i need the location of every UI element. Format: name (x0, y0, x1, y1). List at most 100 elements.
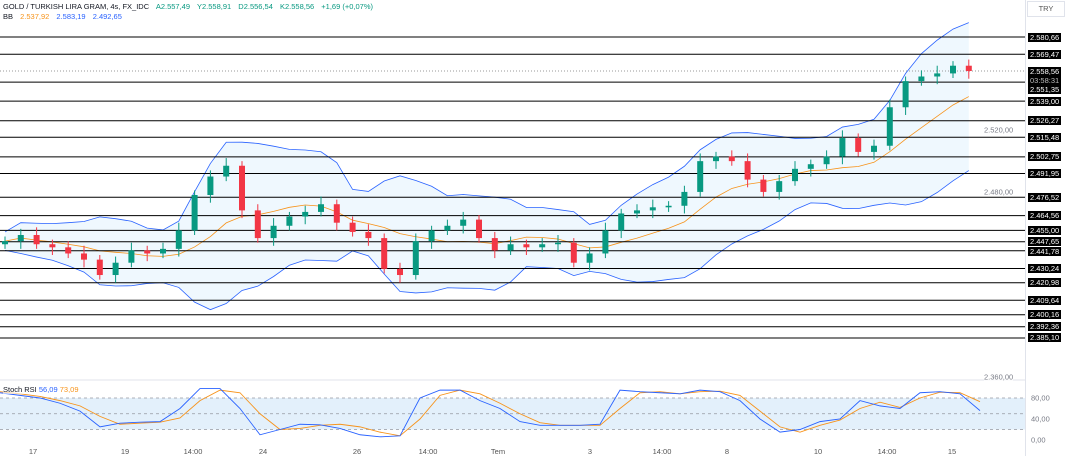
candle-body (49, 244, 56, 248)
candle-body (823, 156, 830, 165)
price-tick-label: 2.360,00 (984, 372, 1014, 382)
time-axis-label: 14:00 (418, 447, 438, 456)
candle-body (2, 241, 8, 245)
candle-body (523, 244, 530, 248)
bb-fill (5, 22, 969, 310)
candle-body (886, 107, 893, 146)
stoch-k-line (0, 388, 981, 438)
candle-body (618, 213, 625, 231)
bb-label: BB (3, 12, 14, 21)
level-price-label: 2.430,24 (1028, 263, 1062, 273)
candle-body (128, 250, 135, 263)
candle-body (965, 65, 972, 72)
price-tick-label: 2.520,00 (984, 125, 1014, 135)
level-price-label: 2.580,66 (1028, 32, 1062, 42)
candle-body (760, 179, 767, 192)
candle-body (175, 230, 182, 249)
close-value: K2.558,56 (280, 2, 315, 11)
candle-body (839, 138, 846, 157)
price-tick-label: 2.480,00 (984, 187, 1014, 197)
time-axis-label: 14:00 (877, 447, 897, 456)
candle-body (665, 205, 672, 208)
candle-body (302, 211, 309, 217)
time-axis-label: 24 (258, 447, 268, 456)
time-axis-label: 19 (120, 447, 130, 456)
candle-body (681, 191, 688, 206)
candle-body (397, 268, 403, 276)
bar-countdown: 03:58:31 (1030, 75, 1060, 85)
level-price-label: 2.400,16 (1028, 310, 1062, 320)
candle-body (634, 210, 640, 214)
stoch-tick-label: 0,00 (1031, 435, 1046, 445)
symbol-legend: GOLD / TURKISH LIRA GRAM, 4s, FX_IDC A2.… (3, 2, 378, 11)
candle-body (934, 73, 941, 77)
candle-body (476, 219, 482, 239)
level-price-label: 2.515,48 (1028, 132, 1062, 142)
current-price-value: 2.558,56 (1030, 66, 1060, 76)
time-axis-label: 14:00 (652, 447, 672, 456)
candle-body (286, 216, 293, 226)
bb-legend: BB 2.537,92 2.583,19 2.492,65 (3, 12, 127, 21)
candle-body (649, 207, 656, 211)
time-axis-label: 8 (724, 447, 730, 456)
candle-body (444, 225, 451, 231)
candle-body (918, 76, 925, 82)
level-price-label: 2.539,00 (1028, 96, 1062, 106)
level-price-label: 2.464,56 (1028, 211, 1062, 221)
candle-body (333, 204, 340, 223)
level-price-label: 2.447,65 (1028, 237, 1062, 247)
stoch-label: Stoch RSI (3, 385, 37, 394)
low-value: D2.556,54 (238, 2, 273, 11)
currency-button[interactable]: TRY (1027, 1, 1065, 17)
candle-body (460, 219, 467, 226)
level-price-label: 2.455,00 (1028, 225, 1062, 235)
candle-body (776, 181, 783, 192)
candle-body (555, 242, 561, 245)
candle-body (96, 259, 103, 276)
candle-body (792, 168, 798, 182)
candle-body (318, 204, 324, 212)
candle-body (33, 235, 40, 245)
candle-body (902, 81, 909, 108)
time-axis-label: 14:00 (183, 447, 203, 456)
stoch-tick-label: 40,00 (1031, 414, 1050, 424)
high-value: Y2.558,91 (196, 2, 232, 11)
stoch-d-value: 73,09 (59, 385, 79, 394)
bb-basis-line (4, 96, 969, 257)
candle-body (17, 235, 24, 242)
level-price-label: 2.551,35 (1028, 85, 1062, 94)
price-chart[interactable] (0, 0, 1025, 456)
level-price-label: 2.476,52 (1028, 192, 1062, 202)
level-price-label: 2.385,10 (1028, 333, 1062, 343)
candle-body (507, 244, 514, 251)
candle-body (81, 253, 87, 260)
candle-body (381, 238, 388, 269)
candle-body (491, 238, 498, 251)
level-price-label: 2.441,78 (1028, 246, 1062, 256)
bb-lower-value: 2.492,65 (92, 12, 122, 21)
candle-body (744, 161, 751, 180)
candle-body (586, 253, 593, 263)
candle-body (412, 241, 419, 276)
candle-body (191, 194, 198, 231)
stoch-k-value: 56,09 (38, 385, 58, 394)
candle-body (697, 161, 704, 192)
candle-body (871, 145, 877, 152)
candle-body (539, 244, 546, 248)
level-price-label: 2.409,64 (1028, 295, 1062, 305)
level-price-label: 2.392,36 (1028, 322, 1062, 332)
level-price-label: 2.569,47 (1028, 49, 1062, 59)
candle-body (239, 165, 245, 211)
change-value: +1,69 (+0,07%) (321, 2, 373, 11)
stoch-d-line (0, 389, 981, 437)
candle-body (270, 225, 277, 239)
candle-body (602, 230, 609, 254)
bb-basis-value: 2.537,92 (20, 12, 50, 21)
level-price-label: 2.502,75 (1028, 152, 1062, 162)
candle-body (207, 176, 214, 195)
bb-upper-value: 2.583,19 (56, 12, 86, 21)
candle-body (254, 210, 261, 239)
level-price-label: 2.491,95 (1028, 169, 1062, 179)
stoch-tick-label: 80,00 (1031, 393, 1050, 403)
candle-body (65, 247, 72, 254)
